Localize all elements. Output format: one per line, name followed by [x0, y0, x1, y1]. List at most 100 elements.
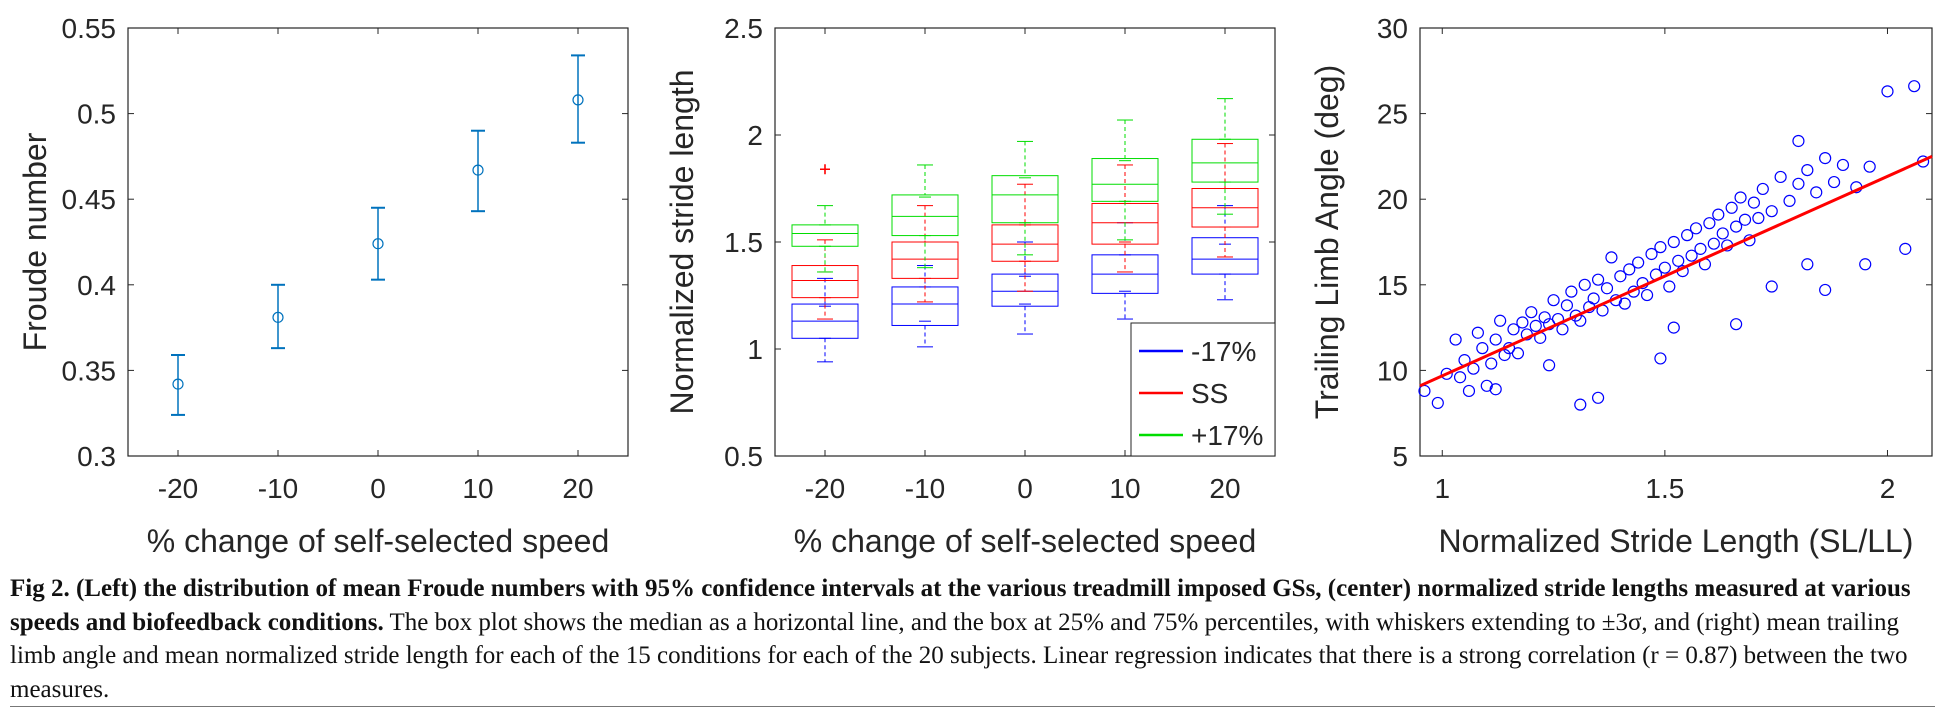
scatter-point [1632, 256, 1645, 269]
scatter-point [1565, 285, 1578, 298]
y-tick-label: 30 [1377, 13, 1408, 44]
x-tick-label: 1.5 [1645, 473, 1684, 504]
scatter-point [1525, 306, 1538, 319]
scatter-point [1511, 347, 1525, 360]
scatter-point [1801, 163, 1814, 177]
mean-point [572, 94, 584, 106]
scatter-point [1560, 299, 1574, 312]
outlier-marker [820, 164, 830, 175]
scatter-point [1765, 205, 1778, 218]
scatter-point [1471, 326, 1484, 339]
x-tick-label: 0 [370, 473, 386, 504]
scatter-point [1819, 283, 1832, 297]
x-tick-label: -20 [805, 473, 845, 504]
scatter-point [1640, 288, 1654, 302]
scatter-point [1547, 294, 1560, 307]
legend-label: +17% [1191, 420, 1263, 451]
x-tick-label: 10 [1109, 473, 1140, 504]
caption-body: The box plot shows the median as a horiz… [10, 608, 1908, 703]
y-tick-label: 2 [747, 120, 763, 151]
axes-box [1419, 27, 1933, 457]
caption-rule [10, 706, 1935, 707]
x-axis-label: % change of self-selected speed [794, 523, 1257, 559]
scatter-point [1689, 222, 1703, 235]
y-tick-label: 2.5 [724, 13, 763, 44]
scatter-point [1618, 297, 1631, 310]
scatter-point [1685, 249, 1698, 262]
y-axis-label: Trailing Limb Angle (deg) [1309, 65, 1345, 420]
scatter-point [1516, 316, 1529, 329]
scatter-point [1529, 319, 1542, 332]
scatter-point [1485, 357, 1498, 370]
scatter-point [1681, 229, 1694, 242]
x-axis-label: Normalized Stride Length (SL/LL) [1439, 523, 1914, 559]
scatter-point [1440, 367, 1453, 380]
scatter-point [1556, 323, 1569, 336]
scatter-point [1658, 261, 1671, 274]
scatter-point [1707, 237, 1720, 250]
scatter-point [1738, 213, 1752, 226]
y-tick-label: 15 [1377, 270, 1408, 301]
scatter-point [1623, 263, 1636, 276]
scatter-point [1881, 85, 1894, 98]
y-tick-label: 5 [1392, 441, 1408, 472]
scatter-point [1801, 258, 1814, 271]
scatter-point [1476, 342, 1489, 355]
mean-point [272, 311, 284, 323]
scatter-point [1480, 379, 1493, 392]
scatter-point [1703, 217, 1716, 230]
y-axis-label: Normalized stride length [664, 69, 700, 414]
scatter-point [1716, 227, 1729, 240]
scatter-point [1494, 314, 1507, 327]
scatter-point [1538, 311, 1551, 324]
scatter-point [1654, 352, 1667, 365]
scatter-point [1827, 175, 1841, 189]
x-tick-label: 0 [1017, 473, 1033, 504]
y-axis-label: Froude number [17, 132, 53, 351]
scatter-point [1543, 359, 1556, 372]
scatter-point [1725, 201, 1738, 214]
scatter-point [1574, 398, 1587, 411]
scatter-point [1810, 186, 1823, 199]
scatter-point [1462, 384, 1476, 398]
y-tick-label: 1.5 [724, 227, 763, 258]
scatter-point [1747, 196, 1761, 209]
scatter-point [1449, 333, 1462, 346]
x-axis-label: % change of self-selected speed [147, 523, 610, 559]
scatter-point [1730, 220, 1743, 233]
mean-point [472, 164, 484, 176]
scatter-point [1489, 383, 1502, 396]
x-tick-label: 1 [1434, 473, 1450, 504]
scatter-point [1783, 194, 1796, 208]
panel-left-froude: -20 -10 0 10 20 0.3 0.35 0.4 0.45 0.5 0.55 % change… [17, 13, 629, 559]
scatter-point [1734, 191, 1747, 204]
scatter-point [1792, 177, 1805, 190]
scatter-point [1730, 318, 1743, 331]
scatter-point [1667, 235, 1680, 249]
scatter-point [1672, 254, 1685, 267]
x-tick-label: 20 [1209, 473, 1240, 504]
scatter-point [1578, 278, 1591, 291]
scatter-point [1836, 158, 1850, 172]
y-tick-label: 0.45 [62, 184, 117, 215]
scatter-point [1614, 270, 1627, 283]
mean-point [372, 238, 384, 250]
y-tick-label: 0.55 [62, 13, 117, 44]
x-tick-label: 20 [562, 473, 593, 504]
panel-center-stride-boxplot: -20 -10 0 10 20 0.5 1 1.5 2 2.5 % change of self-s… [664, 13, 1276, 559]
scatter-point [1694, 242, 1707, 255]
y-tick-label: 10 [1377, 355, 1408, 386]
scatter-point [1605, 251, 1618, 264]
scatter-point [1863, 160, 1876, 173]
scatter-point [1431, 396, 1444, 410]
scatter-point [1645, 247, 1658, 261]
y-tick-label: 20 [1377, 184, 1408, 215]
box [991, 273, 1059, 307]
figure-caption: Fig 2. (Left) the distribution of mean F… [10, 572, 1935, 706]
scatter-point [1507, 323, 1520, 336]
scatter-point [1765, 280, 1778, 293]
y-tick-label: 1 [747, 334, 763, 365]
legend-label: SS [1191, 378, 1228, 409]
x-tick-label: -10 [258, 473, 298, 504]
